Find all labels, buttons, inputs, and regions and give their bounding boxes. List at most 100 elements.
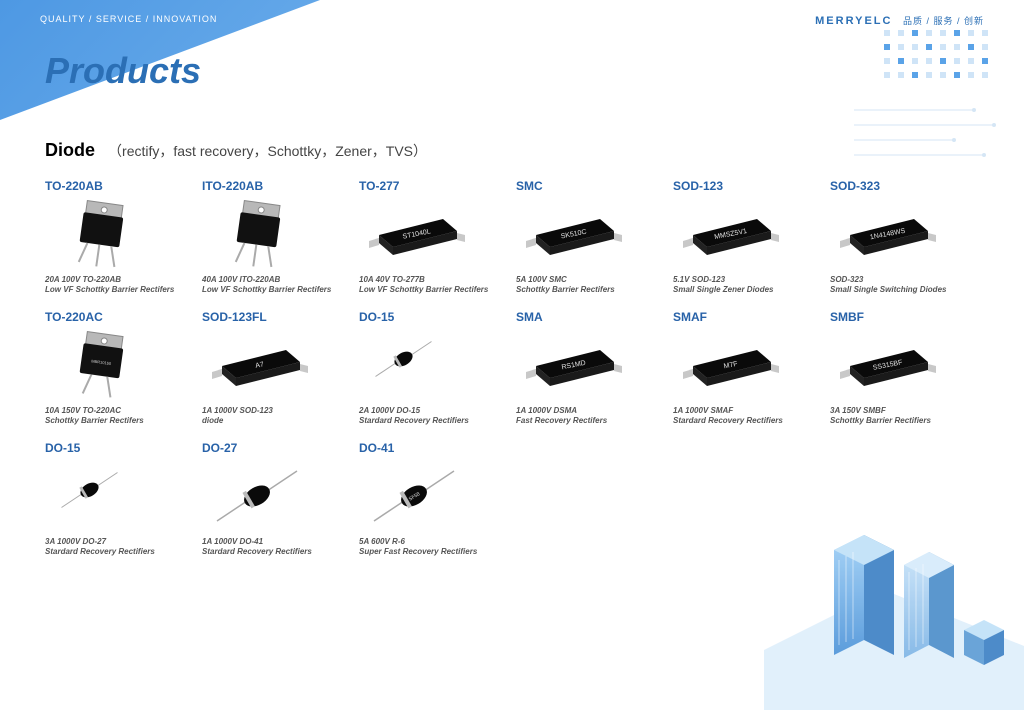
section-heading: Diode （rectify，fast recovery，Schottky，Ze… bbox=[45, 140, 979, 161]
product-desc: 10A 150V TO-220ACSchottky Barrier Rectif… bbox=[45, 406, 194, 427]
product-title: DO-27 bbox=[202, 441, 351, 455]
product-image: M7F bbox=[673, 330, 783, 400]
product-title: SOD-123FL bbox=[202, 310, 351, 324]
product-card: TO-220AB 20A 100V TO-220ABLow VF Schottk… bbox=[45, 179, 194, 296]
product-card: DO-41 SF58 5A 600V R-6Super Fast Recover… bbox=[359, 441, 508, 558]
product-image: 1N4148WS bbox=[830, 199, 940, 269]
product-desc-line1: SOD-323 bbox=[830, 275, 979, 285]
product-image: SF58 bbox=[359, 461, 469, 531]
product-image: A7 bbox=[202, 330, 312, 400]
product-title: DO-41 bbox=[359, 441, 508, 455]
product-desc-line2: Super Fast Recovery Rectifiers bbox=[359, 547, 508, 557]
dots-decoration bbox=[884, 30, 1004, 90]
product-desc-line1: 3A 150V SMBF bbox=[830, 406, 979, 416]
product-title: TO-277 bbox=[359, 179, 508, 193]
product-title: SOD-323 bbox=[830, 179, 979, 193]
product-title: SOD-123 bbox=[673, 179, 822, 193]
product-card: SMBF SS315BF 3A 150V SMBFSchottky Barrie… bbox=[830, 310, 979, 427]
product-title: ITO-220AB bbox=[202, 179, 351, 193]
product-image: MBR10150 bbox=[45, 330, 155, 400]
product-desc-line1: 10A 150V TO-220AC bbox=[45, 406, 194, 416]
product-card: SMAF M7F 1A 1000V SMAFStardard Recovery … bbox=[673, 310, 822, 427]
product-desc: 3A 150V SMBFSchottky Barrier Rectifiers bbox=[830, 406, 979, 427]
product-desc-line1: 2A 1000V DO-15 bbox=[359, 406, 508, 416]
product-desc-line2: Low VF Schottky Barrier Rectifers bbox=[359, 285, 508, 295]
product-card: ITO-220AB 40A 100V ITO-220ABLow VF Schot… bbox=[202, 179, 351, 296]
product-title: SMA bbox=[516, 310, 665, 324]
product-card: SOD-123 MMSZ5V1 5.1V SOD-123Small Single… bbox=[673, 179, 822, 296]
product-card: SOD-123FL A7 1A 1000V SOD-123diode bbox=[202, 310, 351, 427]
product-desc-line1: 20A 100V TO-220AB bbox=[45, 275, 194, 285]
product-desc: 5A 100V SMCSchottky Barrier Rectifers bbox=[516, 275, 665, 296]
product-card: TO-220AC MBR10150 10A 150V TO-220ACSchot… bbox=[45, 310, 194, 427]
product-desc-line2: Stardard Recovery Rectifiers bbox=[673, 416, 822, 426]
product-image: RS1MD bbox=[516, 330, 626, 400]
product-desc-line1: 40A 100V ITO-220AB bbox=[202, 275, 351, 285]
product-desc: 3A 1000V DO-27Stardard Recovery Rectifie… bbox=[45, 537, 194, 558]
product-desc: 20A 100V TO-220ABLow VF Schottky Barrier… bbox=[45, 275, 194, 296]
product-title: DO-15 bbox=[359, 310, 508, 324]
product-image: SK510C bbox=[516, 199, 626, 269]
product-desc: 1A 1000V SOD-123diode bbox=[202, 406, 351, 427]
product-desc-line1: 1A 1000V DO-41 bbox=[202, 537, 351, 547]
section-heading-main: Diode bbox=[45, 140, 95, 160]
product-image bbox=[45, 461, 155, 531]
product-card: TO-277 ST1040L 10A 40V TO-277BLow VF Sch… bbox=[359, 179, 508, 296]
product-desc-line1: 5.1V SOD-123 bbox=[673, 275, 822, 285]
product-desc-line1: 1A 1000V SMAF bbox=[673, 406, 822, 416]
product-desc-line2: Schottky Barrier Rectifiers bbox=[830, 416, 979, 426]
brand-logo: MERRYELC bbox=[815, 15, 892, 27]
product-desc-line1: 3A 1000V DO-27 bbox=[45, 537, 194, 547]
product-desc-line2: Stardard Recovery Rectifiers bbox=[359, 416, 508, 426]
product-desc-line1: 10A 40V TO-277B bbox=[359, 275, 508, 285]
product-desc-line2: Stardard Recovery Rectifiers bbox=[45, 547, 194, 557]
product-card: SMC SK510C 5A 100V SMCSchottky Barrier R… bbox=[516, 179, 665, 296]
product-desc-line2: Stardard Recovery Rectifiers bbox=[202, 547, 351, 557]
product-desc: 1A 1000V SMAFStardard Recovery Rectifier… bbox=[673, 406, 822, 427]
product-desc-line2: Small Single Zener Diodes bbox=[673, 285, 822, 295]
product-desc-line1: 5A 100V SMC bbox=[516, 275, 665, 285]
product-card: DO-15 2A 1000V DO-15Stardard Recovery Re… bbox=[359, 310, 508, 427]
product-desc-line2: Low VF Schottky Barrier Rectifers bbox=[45, 285, 194, 295]
tagline-text: QUALITY / SERVICE / INNOVATION bbox=[40, 14, 217, 24]
product-desc-line2: diode bbox=[202, 416, 351, 426]
product-image bbox=[45, 199, 155, 269]
product-desc: SOD-323Small Single Switching Diodes bbox=[830, 275, 979, 296]
product-image bbox=[359, 330, 469, 400]
product-card: SMA RS1MD 1A 1000V DSMAFast Recovery Rec… bbox=[516, 310, 665, 427]
product-image bbox=[202, 461, 312, 531]
product-image: MMSZ5V1 bbox=[673, 199, 783, 269]
product-desc: 1A 1000V DO-41Stardard Recovery Rectifie… bbox=[202, 537, 351, 558]
product-desc: 10A 40V TO-277BLow VF Schottky Barrier R… bbox=[359, 275, 508, 296]
product-card: DO-15 3A 1000V DO-27Stardard Recovery Re… bbox=[45, 441, 194, 558]
section-heading-sub: （rectify，fast recovery，Schottky，Zener，TV… bbox=[108, 143, 427, 159]
product-desc-line2: Small Single Switching Diodes bbox=[830, 285, 979, 295]
brand-sub: 品质 / 服务 / 创新 bbox=[903, 16, 984, 26]
product-image bbox=[202, 199, 312, 269]
product-title: SMBF bbox=[830, 310, 979, 324]
brand-block: MERRYELC 品质 / 服务 / 创新 bbox=[815, 14, 984, 27]
product-desc-line2: Fast Recovery Rectifers bbox=[516, 416, 665, 426]
product-title: DO-15 bbox=[45, 441, 194, 455]
product-card: DO-27 1A 1000V DO-41Stardard Recovery Re… bbox=[202, 441, 351, 558]
product-title: SMC bbox=[516, 179, 665, 193]
product-desc: 40A 100V ITO-220ABLow VF Schottky Barrie… bbox=[202, 275, 351, 296]
product-grid: TO-220AB 20A 100V TO-220ABLow VF Schottk… bbox=[45, 179, 979, 557]
product-desc-line1: 5A 600V R-6 bbox=[359, 537, 508, 547]
content-area: Diode （rectify，fast recovery，Schottky，Ze… bbox=[45, 140, 979, 557]
product-title: TO-220AB bbox=[45, 179, 194, 193]
product-desc: 1A 1000V DSMAFast Recovery Rectifers bbox=[516, 406, 665, 427]
product-desc-line2: Schottky Barrier Rectifers bbox=[45, 416, 194, 426]
page-title: Products bbox=[45, 50, 201, 92]
product-image: SS315BF bbox=[830, 330, 940, 400]
product-desc-line2: Low VF Schottky Barrier Rectifers bbox=[202, 285, 351, 295]
product-title: TO-220AC bbox=[45, 310, 194, 324]
product-desc-line2: Schottky Barrier Rectifers bbox=[516, 285, 665, 295]
product-image: ST1040L bbox=[359, 199, 469, 269]
product-desc: 2A 1000V DO-15Stardard Recovery Rectifie… bbox=[359, 406, 508, 427]
product-title: SMAF bbox=[673, 310, 822, 324]
product-card: SOD-323 1N4148WS SOD-323Small Single Swi… bbox=[830, 179, 979, 296]
product-desc: 5A 600V R-6Super Fast Recovery Rectifier… bbox=[359, 537, 508, 558]
product-desc-line1: 1A 1000V SOD-123 bbox=[202, 406, 351, 416]
product-desc: 5.1V SOD-123Small Single Zener Diodes bbox=[673, 275, 822, 296]
